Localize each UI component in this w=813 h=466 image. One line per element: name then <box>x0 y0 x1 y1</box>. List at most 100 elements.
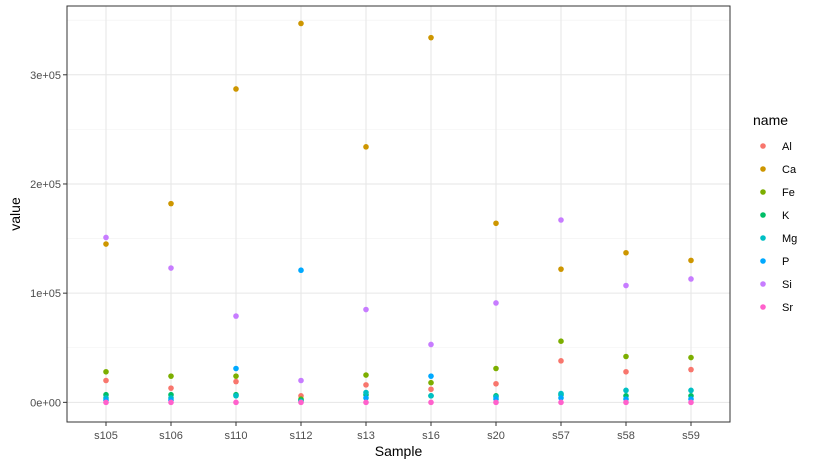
legend-key-si <box>760 281 766 287</box>
y-axis-title: value <box>7 197 23 231</box>
legend-label-ca: Ca <box>782 164 797 176</box>
data-point-ca <box>493 220 499 227</box>
data-point-sr <box>233 399 239 406</box>
x-tick-label: s112 <box>289 430 312 442</box>
data-point-fe <box>688 354 694 361</box>
data-point-p <box>298 267 304 274</box>
x-tick-label: s16 <box>422 430 440 442</box>
legend-label-mg: Mg <box>782 233 797 245</box>
data-point-sr <box>623 399 629 406</box>
data-point-si <box>428 341 434 348</box>
data-point-si <box>103 234 109 241</box>
legend-label-sr: Sr <box>782 302 793 314</box>
data-point-sr <box>688 399 694 406</box>
data-point-si <box>298 377 304 384</box>
data-point-al <box>363 382 369 388</box>
x-tick-label: s13 <box>357 430 375 442</box>
data-point-fe <box>558 338 564 345</box>
data-point-al <box>428 386 434 393</box>
legend-label-fe: Fe <box>782 187 795 199</box>
panel-border <box>66 5 731 423</box>
y-tick-label: 0e+00 <box>30 397 61 409</box>
data-point-si <box>168 265 174 271</box>
data-point-al <box>103 377 109 384</box>
data-point-fe <box>233 373 239 379</box>
data-point-ca <box>363 144 369 150</box>
data-point-al <box>493 380 499 387</box>
data-point-p <box>363 395 369 401</box>
data-point-sr <box>558 399 564 406</box>
data-point-sr <box>363 399 369 406</box>
panel-background <box>67 6 730 422</box>
legend-key-sr <box>760 304 766 310</box>
data-point-si <box>493 300 499 306</box>
data-point-fe <box>428 379 434 386</box>
x-tick-label: s110 <box>224 430 247 442</box>
legend-label-p: P <box>782 256 789 268</box>
y-tick-label: 3e+05 <box>30 70 61 82</box>
data-point-sr <box>103 399 109 406</box>
data-point-si <box>233 313 239 319</box>
x-tick-label: s57 <box>552 430 570 442</box>
data-point-sr <box>298 399 304 406</box>
data-point-mg <box>558 390 564 397</box>
data-point-al <box>233 378 239 385</box>
data-point-mg <box>363 389 369 396</box>
data-point-ca <box>168 200 174 207</box>
data-point-p <box>233 365 239 372</box>
y-tick-label: 2e+05 <box>30 179 61 191</box>
data-point-al <box>168 385 174 391</box>
y-tick-label: 1e+05 <box>30 288 61 300</box>
legend-key-al <box>760 143 766 149</box>
x-tick-label: s20 <box>487 430 505 442</box>
data-point-mg <box>688 387 694 394</box>
data-point-ca <box>688 257 694 264</box>
data-point-p <box>428 373 434 379</box>
data-point-al <box>558 358 564 364</box>
x-tick-label: s59 <box>682 430 700 442</box>
x-tick-label: s105 <box>94 430 118 442</box>
data-point-ca <box>428 34 434 41</box>
data-point-mg <box>428 392 434 399</box>
data-point-mg <box>233 392 239 399</box>
legend-label-k: K <box>782 210 790 222</box>
data-point-ca <box>298 20 304 27</box>
data-point-ca <box>103 241 109 247</box>
data-point-al <box>623 368 629 375</box>
legend-title: name <box>753 112 788 128</box>
legend-key-fe <box>760 189 766 195</box>
legend-key-ca <box>760 166 766 172</box>
x-tick-label: s106 <box>159 430 183 442</box>
legend-key-k <box>760 212 766 218</box>
axes: 0e+00 1e+05 2e+05 3e+05 s105 s106 s110 s112 s13 s… <box>30 70 700 442</box>
legend: name Al Ca Fe K Mg P Si Sr <box>753 112 797 314</box>
data-point-fe <box>493 365 499 372</box>
data-point-ca <box>558 266 564 272</box>
grid <box>67 6 730 422</box>
data-points <box>103 20 694 406</box>
data-point-al <box>688 366 694 373</box>
legend-label-al: Al <box>782 141 792 153</box>
data-point-fe <box>103 368 109 375</box>
data-point-ca <box>623 249 629 256</box>
data-point-si <box>558 217 564 223</box>
x-tick-label: s58 <box>617 430 635 442</box>
data-point-fe <box>363 372 369 378</box>
data-point-sr <box>493 399 499 406</box>
x-axis-title: Sample <box>375 443 423 459</box>
data-point-si <box>688 276 694 282</box>
data-point-mg <box>623 387 629 394</box>
data-point-si <box>363 306 369 313</box>
data-point-sr <box>168 399 174 406</box>
legend-key-p <box>760 258 766 264</box>
data-point-si <box>623 282 629 289</box>
legend-label-si: Si <box>782 279 792 291</box>
legend-key-mg <box>760 235 766 241</box>
data-point-fe <box>168 373 174 379</box>
data-point-p <box>558 395 564 401</box>
data-point-ca <box>233 86 239 92</box>
data-point-fe <box>623 353 629 360</box>
data-point-sr <box>428 399 434 406</box>
